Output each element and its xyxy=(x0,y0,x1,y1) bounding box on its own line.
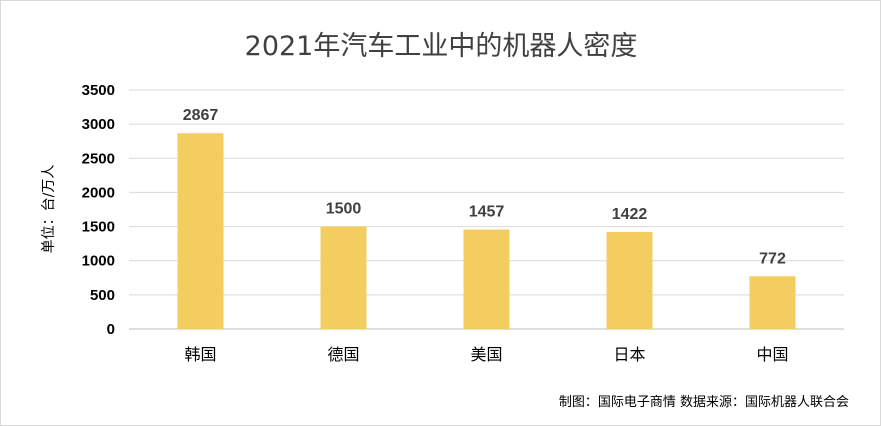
source-credit: 制图：国际电子商情 数据来源：国际机器人联合会 xyxy=(559,395,849,410)
data-label: 1422 xyxy=(612,206,648,223)
bars xyxy=(177,133,796,329)
data-labels: 2867 1500 1457 1422 772 xyxy=(183,107,786,267)
x-tick-label: 德国 xyxy=(327,345,359,364)
y-tick-label: 1000 xyxy=(82,253,115,270)
y-tick-label: 0 xyxy=(107,321,115,338)
y-tick-label: 3000 xyxy=(82,116,115,133)
x-tick-label: 中国 xyxy=(756,345,788,364)
data-label: 772 xyxy=(759,250,786,267)
x-tick-label: 美国 xyxy=(470,345,502,364)
y-tick-label: 2000 xyxy=(82,184,115,201)
y-axis-ticks: 0 500 1000 1500 2000 2500 3000 3500 xyxy=(82,82,115,338)
chart-title: 2021年汽车工业中的机器人密度 xyxy=(245,31,638,62)
data-label: 2867 xyxy=(183,107,219,124)
x-tick-label: 韩国 xyxy=(184,345,216,364)
bar-1 xyxy=(320,226,367,329)
x-tick-label: 日本 xyxy=(613,345,645,364)
bar-2 xyxy=(463,229,510,329)
bar-4 xyxy=(749,276,796,329)
bar-3 xyxy=(606,231,653,329)
bar-0 xyxy=(177,133,224,329)
data-label: 1457 xyxy=(469,204,505,221)
gridlines xyxy=(129,89,844,330)
y-tick-label: 3500 xyxy=(82,82,115,99)
data-label: 1500 xyxy=(326,201,362,218)
x-axis-ticks: 韩国 德国 美国 日本 中国 xyxy=(184,345,788,364)
y-tick-label: 500 xyxy=(90,287,115,304)
y-tick-label: 1500 xyxy=(82,219,115,236)
y-axis-label: 单位：台/万人 xyxy=(41,165,57,254)
y-tick-label: 2500 xyxy=(82,150,115,167)
